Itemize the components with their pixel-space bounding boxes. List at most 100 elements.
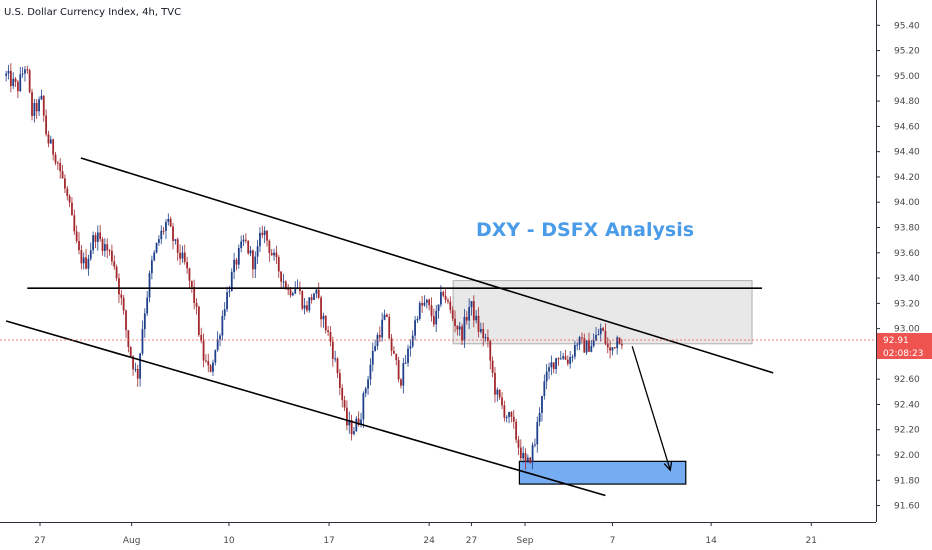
candle-body-31 bbox=[78, 240, 80, 251]
candle-body-200 bbox=[475, 315, 478, 321]
candle-body-65 bbox=[158, 239, 160, 243]
candle-body-139 bbox=[331, 341, 334, 359]
candle-body-91 bbox=[219, 335, 221, 340]
candle-body-104 bbox=[249, 250, 252, 254]
candle-body-192 bbox=[456, 326, 459, 330]
candle-body-70 bbox=[169, 218, 172, 227]
candle-body-35 bbox=[87, 258, 90, 269]
time-tick-label-8: 14 bbox=[705, 536, 717, 546]
candle-body-64 bbox=[155, 242, 158, 253]
candle-body-160 bbox=[381, 319, 384, 338]
price-tick-label-12: 93.00 bbox=[894, 325, 920, 335]
candle-body-246 bbox=[583, 338, 586, 353]
plot-area[interactable] bbox=[0, 0, 876, 522]
candle-body-193 bbox=[458, 326, 461, 330]
candle-body-106 bbox=[254, 256, 257, 270]
candle-body-217 bbox=[515, 421, 518, 440]
candle-body-26 bbox=[66, 188, 69, 197]
candle-body-81 bbox=[195, 302, 198, 307]
candle-body-238 bbox=[564, 356, 567, 360]
candle-body-2 bbox=[9, 70, 12, 87]
time-axis[interactable] bbox=[0, 522, 932, 550]
last-price-tag: 92.91 bbox=[877, 332, 932, 346]
candle-body-169 bbox=[402, 363, 405, 386]
candle-body-233 bbox=[552, 362, 555, 370]
candle-body-40 bbox=[99, 232, 102, 240]
candle-body-110 bbox=[263, 230, 266, 236]
candle-body-129 bbox=[308, 297, 311, 311]
candle-body-156 bbox=[371, 350, 374, 365]
candle-body-9 bbox=[26, 69, 29, 71]
candle-body-231 bbox=[548, 367, 550, 372]
candle-body-206 bbox=[489, 340, 492, 361]
candle-body-137 bbox=[327, 330, 330, 333]
candle-body-46 bbox=[113, 261, 116, 267]
candle-body-195 bbox=[463, 316, 466, 341]
candle-body-181 bbox=[430, 305, 433, 317]
candle-body-176 bbox=[418, 303, 421, 319]
candle-body-62 bbox=[150, 260, 153, 274]
candle-body-130 bbox=[310, 297, 313, 300]
candle-body-260 bbox=[616, 337, 619, 349]
candle-body-171 bbox=[407, 348, 409, 363]
candle-body-157 bbox=[374, 346, 377, 351]
target-zone bbox=[518, 460, 687, 485]
candle-body-13 bbox=[35, 102, 38, 112]
candle-body-135 bbox=[322, 315, 325, 320]
candle-body-5 bbox=[17, 81, 19, 92]
candle-body-60 bbox=[146, 297, 149, 314]
candle-body-108 bbox=[259, 232, 261, 247]
candle-body-68 bbox=[165, 221, 167, 231]
candle-body-175 bbox=[416, 318, 419, 321]
candle-body-180 bbox=[428, 299, 431, 306]
candle-body-116 bbox=[277, 257, 280, 272]
candle-body-187 bbox=[444, 295, 447, 301]
candle-body-141 bbox=[336, 358, 339, 374]
candle-body-121 bbox=[289, 289, 292, 296]
candle-body-48 bbox=[118, 278, 120, 295]
candle-body-97 bbox=[233, 259, 236, 273]
candle-body-29 bbox=[73, 215, 76, 232]
candle-body-150 bbox=[357, 418, 360, 426]
candle-body-261 bbox=[618, 337, 621, 345]
candle-body-11 bbox=[31, 92, 33, 116]
candle-body-213 bbox=[505, 417, 508, 419]
time-tick-label-9: 21 bbox=[806, 536, 817, 546]
candle-body-138 bbox=[329, 332, 332, 342]
upper-trendline bbox=[80, 157, 774, 374]
candle-body-92 bbox=[221, 315, 224, 336]
candle-body-226 bbox=[536, 421, 539, 445]
candle-body-67 bbox=[162, 230, 165, 232]
price-tick-label-0: 95.40 bbox=[894, 21, 920, 31]
countdown-tag-box bbox=[877, 345, 932, 359]
candle-body-254 bbox=[602, 328, 604, 331]
candle-body-196 bbox=[465, 316, 468, 321]
candle-body-50 bbox=[122, 297, 125, 311]
time-tick-label-6: Sep bbox=[517, 536, 534, 546]
candle-body-251 bbox=[595, 334, 597, 341]
price-tick-label-3: 94.80 bbox=[894, 97, 920, 107]
countdown-value: 02:08:23 bbox=[883, 349, 923, 359]
candle-body-232 bbox=[550, 362, 553, 368]
candle-body-100 bbox=[240, 241, 243, 249]
candle-body-132 bbox=[315, 289, 318, 294]
candle-body-39 bbox=[96, 232, 99, 242]
time-tick-label-4: 24 bbox=[423, 536, 435, 546]
candle-body-76 bbox=[183, 252, 186, 262]
candle-body-24 bbox=[61, 171, 64, 179]
candle-body-161 bbox=[383, 314, 386, 320]
candle-body-182 bbox=[432, 316, 435, 325]
zones-layer bbox=[452, 280, 753, 485]
candle-body-71 bbox=[172, 226, 174, 241]
candle-body-52 bbox=[127, 330, 130, 347]
candle-body-25 bbox=[64, 178, 66, 189]
price-axis-ticks: 95.40 95.20 95.00 94.80 94.60 94.40 94.20 94.00… bbox=[876, 21, 920, 512]
annotation-label: DXY - DSFX Analysis bbox=[476, 219, 694, 241]
candle-body-101 bbox=[242, 239, 245, 242]
candle-body-221 bbox=[524, 452, 527, 462]
candle-body-220 bbox=[522, 452, 525, 459]
candle-body-79 bbox=[190, 280, 193, 287]
price-axis[interactable] bbox=[876, 0, 932, 522]
candle-body-111 bbox=[266, 230, 268, 241]
